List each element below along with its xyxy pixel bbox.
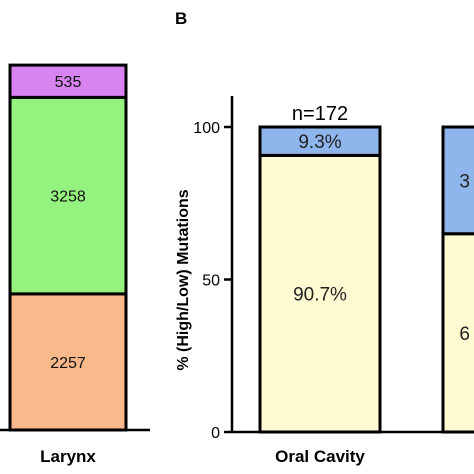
panel-b-segment-label: 9.3% [298,132,341,153]
panel-b-segment-label: 6 [459,324,470,345]
panel-b-y-axis-label: % (High/Low) Mutations [175,189,192,370]
panel-b-segment [258,125,382,157]
panel-a-category-label: Larynx [40,447,96,466]
panel-b-y-tick-label: 100 [193,120,220,137]
panel-b-y-tick-label: 50 [202,273,220,290]
panel-a-segment [8,63,128,99]
panel-b-segment-label: 3 [459,171,470,192]
panel-b-segment [441,232,474,434]
panel-b-y-tick-label: 0 [211,425,220,442]
panel-b-bar-n-label: n=172 [292,103,348,125]
panel-a-segment-label: 2257 [50,355,86,372]
panel-a-segment-label: 3258 [50,189,86,206]
panel-b-segment-label: 90.7% [293,285,347,306]
panel-b-segment [441,125,474,236]
panel-a-segment [8,95,128,296]
panel-b-category-label: Oral Cavity [275,447,365,466]
panel-a-segment [8,292,128,432]
panel-b-letter: B [175,9,187,28]
panel-a-segment-label: 535 [55,74,82,91]
